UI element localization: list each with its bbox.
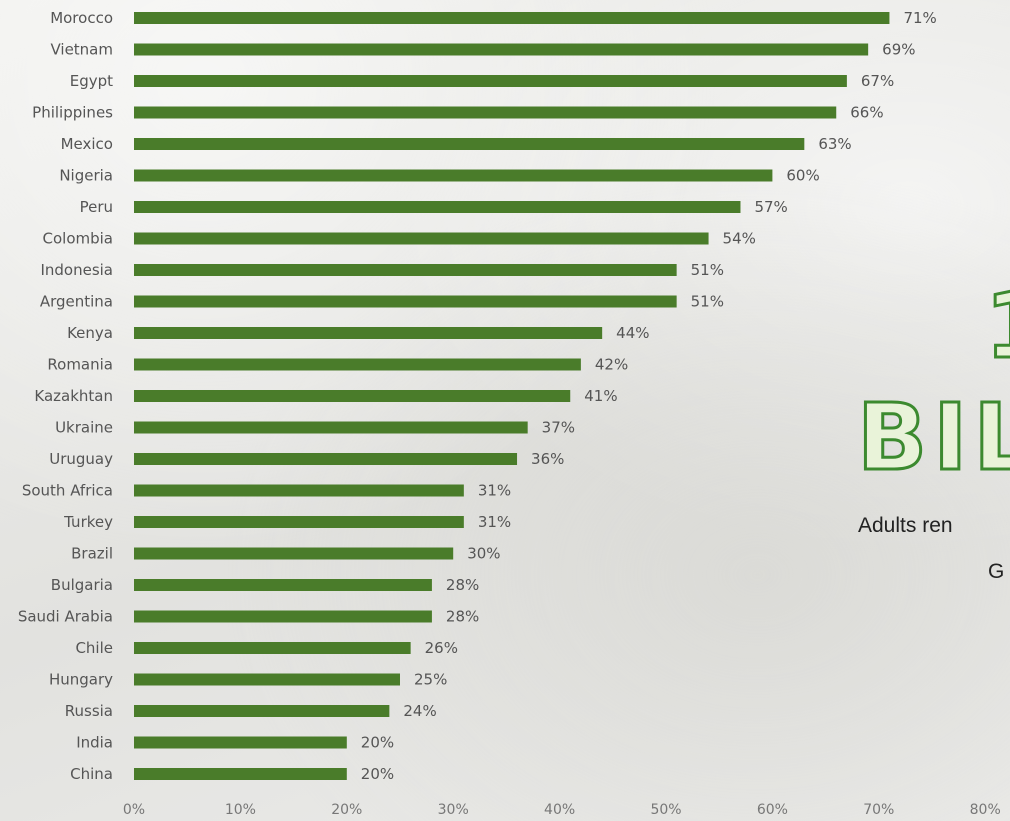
category-label: China (70, 765, 113, 783)
value-label: 31% (478, 482, 511, 500)
value-label: 41% (584, 387, 617, 405)
value-label: 25% (414, 671, 447, 689)
big-word-headline: BIL (856, 384, 1010, 491)
bar-turkey (134, 516, 464, 528)
value-label: 26% (425, 639, 458, 657)
bar-mexico (134, 138, 805, 150)
value-label: 67% (861, 72, 894, 90)
bar-vietnam (134, 43, 869, 56)
x-tick-label: 50% (650, 802, 681, 818)
value-label: 60% (786, 167, 819, 185)
category-label: Turkey (63, 513, 113, 531)
category-label: Hungary (49, 671, 113, 689)
value-label: 57% (754, 198, 787, 216)
category-label: India (76, 734, 113, 752)
value-label: 42% (595, 356, 628, 374)
bar-morocco (134, 12, 890, 24)
value-label: 20% (361, 765, 394, 783)
category-label: Colombia (43, 230, 114, 248)
x-tick-label: 60% (757, 802, 788, 818)
category-label: Brazil (71, 545, 113, 563)
bar-ukraine (134, 421, 528, 434)
bar-colombia (134, 232, 709, 245)
bar-kazakhtan (134, 390, 571, 402)
bar-brazil (134, 547, 454, 560)
value-label: 44% (616, 324, 649, 342)
bar-chile (134, 642, 411, 654)
x-axis-ticks: 0% 10% 20% 30% 40% 50% 60% 70% 80% (123, 802, 1001, 818)
x-tick-label: 10% (225, 802, 256, 818)
bar-saudi-arabia (134, 610, 432, 623)
bar-hungary (134, 673, 400, 686)
category-label: Nigeria (59, 167, 113, 185)
value-label: 63% (818, 135, 851, 153)
category-label: Romania (47, 356, 113, 374)
x-tick-label: 40% (544, 802, 575, 818)
category-labels: Morocco Vietnam Egypt Philippines Mexico Nige… (18, 9, 113, 783)
category-label: South Africa (22, 482, 113, 500)
category-label: Bulgaria (51, 576, 113, 594)
category-label: Philippines (32, 104, 113, 122)
big-number-headline: 1 (984, 280, 1010, 373)
category-label: Peru (80, 198, 113, 216)
value-label: 20% (361, 734, 394, 752)
value-label: 51% (691, 261, 724, 279)
value-label: 36% (531, 450, 564, 468)
value-label: 51% (691, 293, 724, 311)
bar-uruguay (134, 453, 518, 465)
x-tick-label: 0% (123, 802, 145, 818)
caption-line-1: Adults ren (858, 514, 953, 537)
value-label: 66% (850, 104, 883, 122)
value-label: 37% (542, 419, 575, 437)
category-label: Mexico (61, 135, 113, 153)
category-label: Egypt (70, 72, 113, 90)
bar-south-africa (134, 484, 464, 497)
value-label: 69% (882, 41, 915, 59)
category-label: Kenya (67, 324, 113, 342)
x-tick-label: 30% (438, 802, 469, 818)
bar-russia (134, 705, 390, 717)
bars-layer (134, 12, 890, 780)
category-label: Vietnam (50, 41, 113, 59)
value-label: 30% (467, 545, 500, 563)
category-label: Chile (75, 639, 113, 657)
value-labels: 71% 69% 67% 66% 63% 60% 57% 54% 51% 51% 44% 42% 41% 3… (361, 9, 937, 783)
bar-bulgaria (134, 579, 432, 591)
value-label: 24% (403, 702, 436, 720)
bar-egypt (134, 75, 847, 87)
category-label: Indonesia (40, 261, 113, 279)
bar-kenya (134, 327, 603, 339)
bar-india (134, 736, 347, 749)
category-label: Ukraine (55, 419, 113, 437)
category-label: Kazakhtan (34, 387, 113, 405)
bar-indonesia (134, 264, 677, 276)
bar-philippines (134, 106, 837, 119)
x-tick-label: 20% (331, 802, 362, 818)
bar-peru (134, 201, 741, 213)
value-label: 28% (446, 608, 479, 626)
category-label: Morocco (50, 9, 113, 27)
category-label: Uruguay (49, 450, 113, 468)
value-label: 31% (478, 513, 511, 531)
x-tick-label: 70% (863, 802, 894, 818)
bar-romania (134, 358, 581, 371)
category-label: Saudi Arabia (18, 608, 113, 626)
category-label: Russia (65, 702, 113, 720)
category-label: Argentina (40, 293, 113, 311)
caption-line-2: G (988, 560, 1005, 583)
value-label: 28% (446, 576, 479, 594)
bar-china (134, 768, 347, 780)
bar-nigeria (134, 169, 773, 182)
x-tick-label: 80% (970, 802, 1001, 818)
value-label: 71% (903, 9, 936, 27)
value-label: 54% (723, 230, 756, 248)
bar-argentina (134, 295, 677, 308)
